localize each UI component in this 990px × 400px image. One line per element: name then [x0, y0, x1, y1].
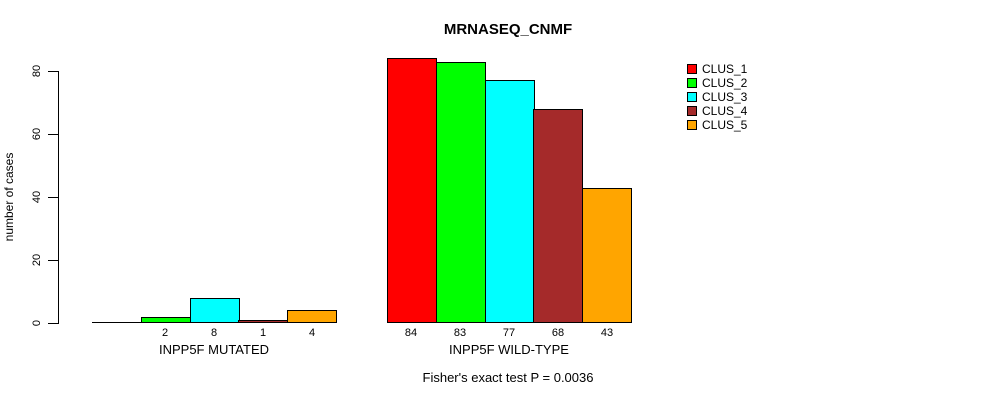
- y-tick-label: 80: [31, 64, 43, 78]
- y-axis-title: number of cases: [2, 152, 16, 242]
- y-tick-label: 40: [31, 190, 43, 204]
- legend-swatch-clus_4: [687, 106, 697, 116]
- bar-clus_4-2: [533, 109, 583, 323]
- bar-value-label: 84: [404, 327, 418, 339]
- bar-clus_1-2: [387, 58, 437, 323]
- bar-value-label: 77: [502, 327, 516, 339]
- bar-value-label: 43: [600, 327, 614, 339]
- y-tick-label: 0: [31, 319, 43, 327]
- bar-value-label: 2: [161, 327, 169, 339]
- bar-clus_5-1: [287, 310, 337, 323]
- y-tick-mark: [48, 259, 58, 261]
- bar-clus_2-1: [141, 317, 191, 323]
- legend-swatch-clus_1: [687, 64, 697, 74]
- legend-swatch-clus_3: [687, 92, 697, 102]
- y-tick-label: 60: [31, 127, 43, 141]
- bar-value-label: 8: [210, 327, 218, 339]
- fisher-test-note: Fisher's exact test P = 0.0036: [422, 370, 594, 385]
- bar-clus_5-2: [582, 188, 632, 323]
- legend-label-clus_5: CLUS_5: [702, 118, 748, 132]
- y-tick-mark: [48, 133, 58, 135]
- bar-clus_3-2: [485, 80, 535, 323]
- bar-clus_4-1: [238, 320, 288, 323]
- legend-swatch-clus_2: [687, 78, 697, 88]
- bar-value-label: 68: [551, 327, 565, 339]
- legend-label-clus_1: CLUS_1: [702, 62, 748, 76]
- bar-clus_3-1: [190, 298, 240, 323]
- legend-label-clus_3: CLUS_3: [702, 90, 748, 104]
- y-tick-mark: [48, 70, 58, 72]
- bar-value-label: 4: [308, 327, 316, 339]
- y-tick-label: 20: [31, 253, 43, 267]
- group-label-2: INPP5F WILD-TYPE: [449, 342, 569, 357]
- bar-value-label: 1: [259, 327, 267, 339]
- legend-swatch-clus_5: [687, 120, 697, 130]
- y-tick-mark: [48, 196, 58, 198]
- bar-clus_1-1: [92, 322, 141, 323]
- bar-value-label: 83: [453, 327, 467, 339]
- y-axis-line: [58, 71, 59, 324]
- legend-label-clus_4: CLUS_4: [702, 104, 748, 118]
- group-label-1: INPP5F MUTATED: [158, 342, 270, 357]
- legend-label-clus_2: CLUS_2: [702, 76, 748, 90]
- chart-title: MRNASEQ_CNMF: [443, 21, 573, 38]
- y-tick-mark: [48, 322, 58, 324]
- bar-clus_2-2: [436, 62, 486, 323]
